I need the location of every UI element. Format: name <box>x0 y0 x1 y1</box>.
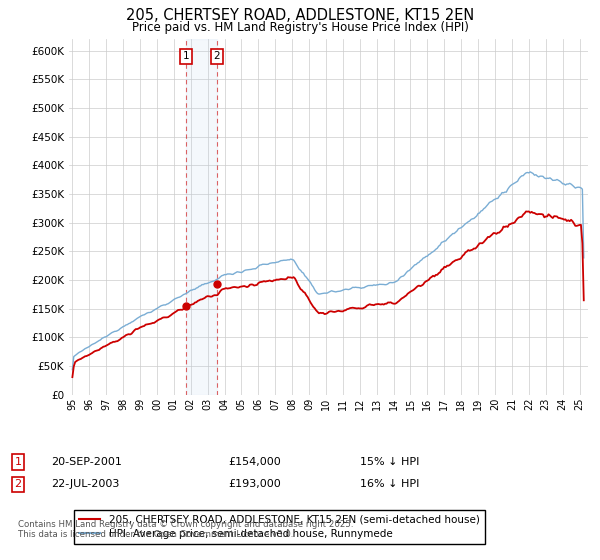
Text: 1: 1 <box>182 52 189 62</box>
Text: Contains HM Land Registry data © Crown copyright and database right 2025.
This d: Contains HM Land Registry data © Crown c… <box>18 520 353 539</box>
Text: 2: 2 <box>14 479 22 489</box>
Text: 16% ↓ HPI: 16% ↓ HPI <box>360 479 419 489</box>
Legend: 205, CHERTSEY ROAD, ADDLESTONE, KT15 2EN (semi-detached house), HPI: Average pri: 205, CHERTSEY ROAD, ADDLESTONE, KT15 2EN… <box>74 510 485 544</box>
Text: 2: 2 <box>214 52 220 62</box>
Text: 1: 1 <box>14 457 22 467</box>
Text: 15% ↓ HPI: 15% ↓ HPI <box>360 457 419 467</box>
Text: 205, CHERTSEY ROAD, ADDLESTONE, KT15 2EN: 205, CHERTSEY ROAD, ADDLESTONE, KT15 2EN <box>126 8 474 24</box>
Bar <box>186 39 217 395</box>
Text: Price paid vs. HM Land Registry's House Price Index (HPI): Price paid vs. HM Land Registry's House … <box>131 21 469 34</box>
Text: 20-SEP-2001: 20-SEP-2001 <box>51 457 122 467</box>
Text: 22-JUL-2003: 22-JUL-2003 <box>51 479 119 489</box>
Text: £193,000: £193,000 <box>228 479 281 489</box>
Text: £154,000: £154,000 <box>228 457 281 467</box>
